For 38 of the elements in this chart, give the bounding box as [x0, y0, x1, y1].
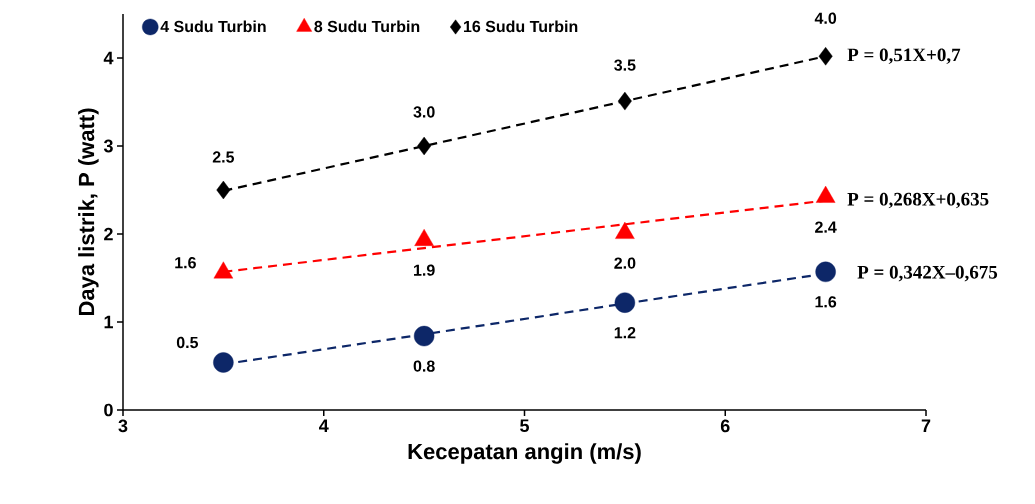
data-label: 2.4 [815, 221, 837, 233]
legend-label: 8 Sudu Turbin [314, 20, 420, 33]
data-label: 3.5 [614, 59, 636, 71]
data-label: 0.5 [176, 336, 199, 349]
legend-label: 4 Sudu Turbin [160, 20, 266, 33]
data-label: 0.8 [413, 360, 435, 372]
data-label: 4.0 [814, 12, 837, 24]
y-tick-label: 1 [104, 315, 113, 329]
x-tick-label: 7 [921, 419, 931, 432]
data-label: 1.6 [815, 296, 837, 308]
point [614, 292, 636, 313]
data-label: 1.9 [414, 264, 435, 276]
point [413, 325, 435, 347]
y-tick-label: 4 [103, 51, 114, 65]
data-label: 3.0 [413, 106, 435, 118]
point [617, 91, 632, 111]
data-label: 1.2 [614, 327, 636, 339]
point [815, 261, 836, 283]
point [213, 352, 234, 373]
x-tick-label: 6 [720, 419, 730, 433]
data-label: 1.6 [175, 257, 196, 269]
y-tick-label: 2 [104, 227, 113, 241]
y-axis-title: Daya listrik, P (watt) [78, 108, 99, 316]
x-axis-title: Kecepatan angin (m/s) [408, 443, 641, 464]
point [417, 136, 432, 156]
data-label: 2.5 [212, 151, 235, 163]
data-label: 2.0 [614, 257, 636, 269]
annotation: P = 0,342X–0,675 [857, 265, 998, 282]
point [818, 47, 833, 66]
x-tick-label: 3 [118, 419, 128, 433]
y-tick-label: 3 [103, 139, 113, 153]
legend-label: 16 Sudu Turbin [463, 20, 578, 33]
x-tick-label: 5 [520, 419, 530, 433]
x-tick-label: 4 [319, 419, 329, 432]
y-tick-label: 0 [104, 403, 113, 417]
point [216, 180, 231, 200]
annotation: P = 0,51X+0,7 [847, 48, 961, 65]
annotation: P = 0,268X+0,635 [847, 192, 989, 209]
